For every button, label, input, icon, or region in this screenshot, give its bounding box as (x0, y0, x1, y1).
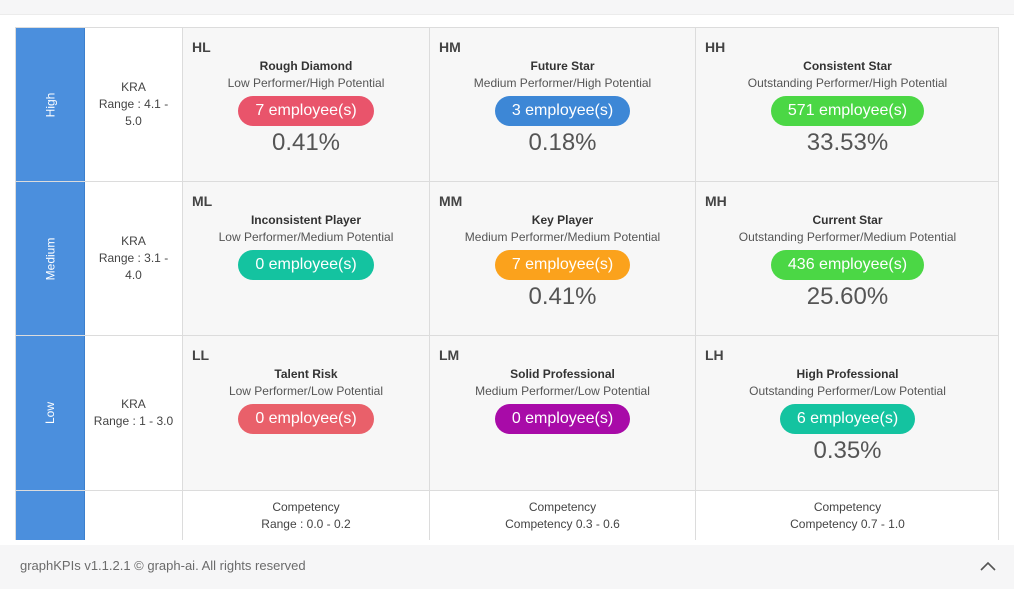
employee-count-badge[interactable]: 0 employee(s) (238, 250, 374, 280)
box-code: MH (705, 193, 727, 209)
box-code: LL (192, 347, 210, 363)
kra-range-cell: KRA Range : 4.1 - 5.0 (85, 28, 183, 181)
box-subtitle: Outstanding Performer/Medium Potential (738, 230, 957, 244)
row-axis-label-text: Medium (43, 237, 57, 280)
box-code: ML (192, 193, 213, 209)
grid-row-medium: Medium KRA Range : 3.1 - 4.0 ML Inconsist… (16, 182, 998, 336)
box-cell-lh[interactable]: LH High Professional Outstanding Perform… (696, 336, 998, 490)
box-cell-hl[interactable]: HL Rough Diamond Low Performer/High Pote… (183, 28, 430, 181)
kra-range: Range : 4.1 - 5.0 (98, 97, 169, 128)
row-axis-label-blank (16, 491, 85, 540)
competency-range-cell: Competency Competency 0.7 - 1.0 (696, 491, 998, 540)
box-cell-lm[interactable]: LM Solid Professional Medium Performer/L… (430, 336, 696, 490)
kra-range: Range : 3.1 - 4.0 (98, 251, 169, 282)
employee-count-badge[interactable]: 7 employee(s) (494, 250, 631, 280)
box-title: Current Star (812, 213, 883, 227)
footer-copyright: graphKPIs v1.1.2.1 © graph-ai. All right… (20, 558, 306, 573)
box-title: Key Player (531, 213, 594, 227)
employee-count-badge[interactable]: 0 employee(s) (238, 404, 374, 434)
box-code: LH (705, 347, 724, 363)
box-percentage: 0.41% (271, 129, 341, 156)
box-cell-hh[interactable]: HH Consistent Star Outstanding Performer… (696, 28, 998, 181)
box-percentage: 0.41% (528, 283, 597, 310)
box-code: LM (439, 347, 460, 363)
competency-range-cell: Competency Range : 0.0 - 0.2 (183, 491, 430, 540)
box-percentage: 0.35% (813, 437, 882, 464)
nine-box-grid: High KRA Range : 4.1 - 5.0 HL Rough Diamo… (15, 27, 999, 540)
box-code: HL (192, 39, 211, 55)
box-cell-ll[interactable]: LL Talent Risk Low Performer/Low Potenti… (183, 336, 430, 490)
kra-range: Range : 1 - 3.0 (93, 414, 174, 428)
competency-range: Competency 0.7 - 1.0 (790, 517, 905, 531)
row-axis-label-text: High (43, 92, 57, 117)
box-subtitle: Medium Performer/Low Potential (475, 384, 650, 398)
box-cell-mm[interactable]: MM Key Player Medium Performer/Medium Po… (430, 182, 696, 335)
box-cell-hm[interactable]: HM Future Star Medium Performer/High Pot… (430, 28, 696, 181)
box-code: HH (705, 39, 726, 55)
grid-row-high: High KRA Range : 4.1 - 5.0 HL Rough Diamo… (16, 28, 998, 182)
employee-count-badge[interactable]: 6 employee(s) (779, 404, 916, 434)
employee-count-badge[interactable]: 571 employee(s) (770, 96, 925, 126)
competency-row: Competency Range : 0.0 - 0.2 Competency … (16, 491, 998, 540)
box-percentage: 25.60% (806, 283, 889, 310)
competency-label: Competency (813, 500, 882, 514)
box-title: Talent Risk (274, 367, 338, 381)
box-subtitle: Outstanding Performer/Low Potential (749, 384, 946, 398)
box-title: High Professional (796, 367, 899, 381)
box-subtitle: Medium Performer/Medium Potential (464, 230, 661, 244)
competency-label: Competency (528, 500, 597, 514)
box-title: Rough Diamond (259, 59, 353, 73)
box-subtitle: Low Performer/High Potential (227, 76, 385, 90)
box-cell-ml[interactable]: ML Inconsistent Player Low Performer/Med… (183, 182, 430, 335)
competency-range: Range : 0.0 - 0.2 (261, 517, 351, 531)
row-axis-label: Low (16, 336, 85, 490)
box-title: Inconsistent Player (250, 213, 362, 227)
employee-count-badge[interactable]: 0 employee(s) (494, 404, 631, 434)
box-percentage: 0.18% (528, 129, 597, 156)
row-axis-label: High (16, 28, 85, 181)
kra-label: KRA (121, 397, 146, 411)
competency-label: Competency (272, 500, 340, 514)
competency-range-cell: Competency Competency 0.3 - 0.6 (430, 491, 696, 540)
box-title: Solid Professional (510, 367, 615, 381)
kra-range-cell: KRA Range : 1 - 3.0 (85, 336, 183, 490)
competency-range: Competency 0.3 - 0.6 (505, 517, 620, 531)
employee-count-badge[interactable]: 436 employee(s) (770, 250, 925, 280)
kra-range-cell: KRA Range : 3.1 - 4.0 (85, 182, 183, 335)
box-subtitle: Medium Performer/High Potential (473, 76, 652, 90)
employee-count-badge[interactable]: 3 employee(s) (494, 96, 631, 126)
box-code: HM (439, 39, 461, 55)
row-axis-label-text: Low (42, 401, 57, 425)
chevron-up-icon[interactable] (979, 559, 997, 573)
box-title: Future Star (530, 59, 595, 73)
kra-range-cell-blank (85, 491, 183, 540)
box-subtitle: Outstanding Performer/High Potential (747, 76, 948, 90)
kra-label: KRA (121, 234, 146, 248)
box-subtitle: Low Performer/Medium Potential (218, 230, 394, 244)
box-code: MM (439, 193, 463, 209)
box-title: Consistent Star (803, 59, 892, 73)
box-percentage: 33.53% (806, 129, 889, 156)
box-subtitle: Low Performer/Low Potential (228, 384, 384, 398)
box-cell-mh[interactable]: MH Current Star Outstanding Performer/Me… (696, 182, 998, 335)
grid-row-low: Low KRA Range : 1 - 3.0 LL Talent Risk Lo… (16, 336, 998, 491)
row-axis-label: Medium (16, 182, 85, 335)
kra-label: KRA (121, 80, 146, 94)
employee-count-badge[interactable]: 7 employee(s) (238, 96, 374, 126)
